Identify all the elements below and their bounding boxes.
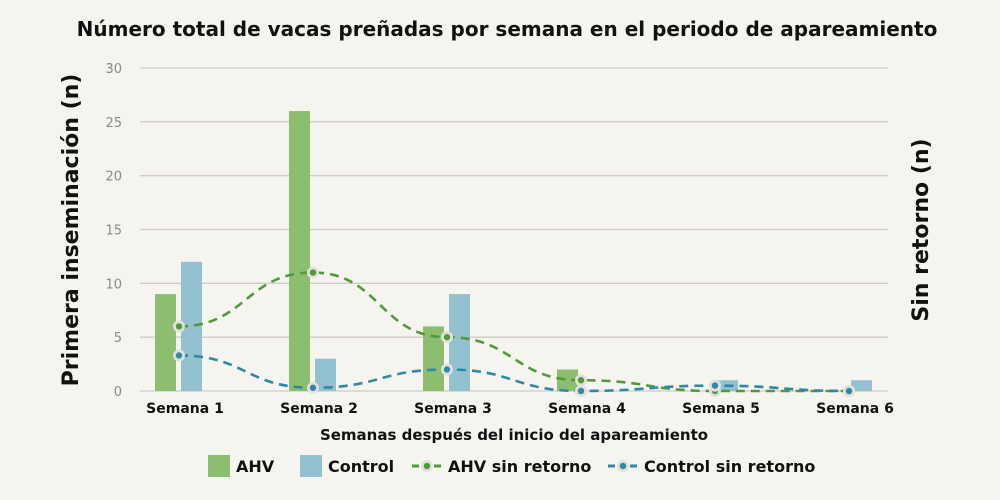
point-control-sin-retorno	[443, 366, 451, 373]
point-control-sin-retorno	[577, 387, 585, 395]
legend-label: Control	[328, 457, 394, 476]
y-axis-label-right: Sin retorno (n)	[909, 138, 934, 321]
bar-ahv	[557, 369, 578, 391]
bar-control	[851, 380, 872, 391]
point-control-sin-retorno	[175, 352, 183, 359]
y-tick-label: 25	[105, 116, 122, 131]
legend: AHV Control AHV sin retorno Control sin ret…	[208, 455, 815, 477]
legend-swatch	[208, 455, 230, 477]
x-tick-label: Semana 1	[146, 401, 224, 417]
line-ahv-sin-retorno	[178, 271, 849, 393]
bar-control	[181, 261, 202, 391]
legend-marker	[619, 462, 627, 470]
y-tick-label: 5	[114, 331, 122, 346]
legend-marker	[423, 462, 431, 470]
point-control-sin-retorno	[309, 384, 317, 391]
x-axis-label: Semanas después del inicio del apareamie…	[320, 426, 708, 444]
x-tick-label: Semana 6	[816, 401, 894, 417]
x-tick-label: Semana 5	[682, 401, 760, 417]
y-tick-label: 0	[114, 385, 122, 400]
bar-control	[449, 294, 470, 391]
y-tick-label: 30	[105, 62, 122, 77]
legend-label: AHV	[236, 457, 275, 476]
y-tick-label: 20	[105, 170, 122, 185]
legend-swatch	[300, 455, 322, 477]
point-control-sin-retorno	[845, 387, 853, 395]
point-ahv-sin-retorno	[577, 377, 585, 384]
legend-label: Control sin retorno	[644, 457, 815, 476]
chart-title: Número total de vacas preñadas por seman…	[77, 17, 938, 41]
bar-control	[315, 358, 336, 391]
point-ahv-sin-retorno	[443, 333, 451, 341]
x-tick-label: Semana 3	[414, 401, 492, 417]
line-control-sin-retorno	[178, 354, 850, 393]
bar-ahv	[155, 294, 176, 391]
bar-ahv	[289, 111, 310, 392]
y-tick-label: 10	[105, 277, 122, 292]
y-axis-label: Primera inseminación (n)	[59, 74, 84, 387]
x-tick-label: Semana 4	[548, 401, 626, 417]
bar-ahv	[423, 326, 444, 391]
y-tick-label: 15	[105, 224, 122, 239]
point-control-sin-retorno	[711, 382, 719, 389]
x-tick-label: Semana 2	[280, 401, 358, 417]
point-ahv-sin-retorno	[175, 323, 183, 330]
point-ahv-sin-retorno	[309, 269, 317, 276]
legend-label: AHV sin retorno	[448, 457, 591, 476]
